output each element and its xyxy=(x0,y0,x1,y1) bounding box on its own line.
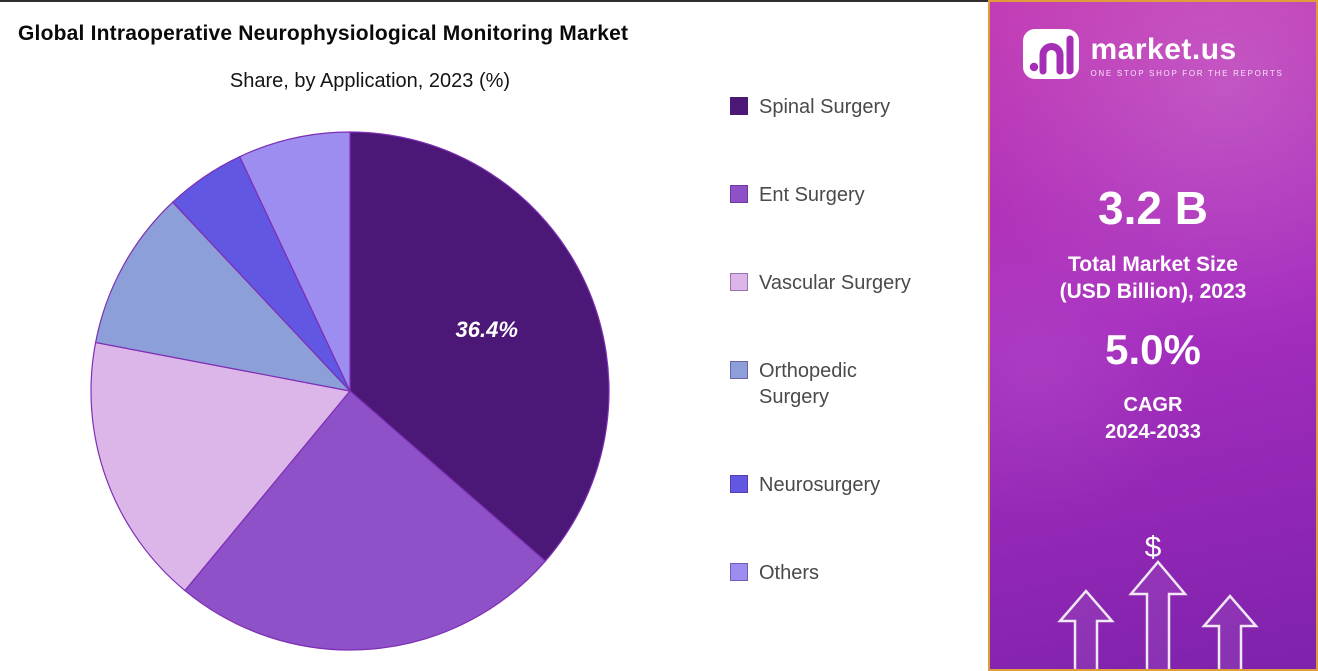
legend-label: Orthopedic Surgery xyxy=(759,360,857,408)
legend-label: Others xyxy=(759,562,820,584)
up-arrow-icon xyxy=(1128,560,1188,669)
brand-name: market.us xyxy=(1090,33,1237,66)
cagr-value: 5.0% xyxy=(1105,325,1201,373)
legend-item-neurosurgery: Neurosurgery xyxy=(730,472,931,498)
cagr-label-line1: CAGR xyxy=(1123,393,1183,416)
pie-slice-spinal-surgery xyxy=(349,131,610,562)
legend-swatch xyxy=(730,475,748,493)
dollar-symbol: $ xyxy=(1144,531,1162,564)
pie-slice-others xyxy=(238,131,351,392)
brand-tagline: ONE STOP SHOP FOR THE REPORTS xyxy=(1090,69,1284,78)
pie-slice-vascular-surgery xyxy=(90,341,352,592)
pie-data-label: 36.4% xyxy=(456,317,518,342)
legend-label: Neurosurgery xyxy=(759,474,881,496)
legend-item-ent-surgery: Ent Surgery xyxy=(730,182,931,208)
pie-slice-ent-surgery xyxy=(184,390,547,651)
sidebar-panel: market.us ONE STOP SHOP FOR THE REPORTS … xyxy=(988,0,1318,671)
growth-arrows xyxy=(1057,560,1259,669)
legend-label: Spinal Surgery xyxy=(759,96,891,118)
marketus-logo-icon xyxy=(1022,28,1080,85)
cagr-label-line2: 2024-2033 xyxy=(1105,420,1201,443)
pie-chart: 36.4% xyxy=(90,131,610,651)
market-size-value: 3.2 B xyxy=(1098,182,1208,234)
brand: market.us ONE STOP SHOP FOR THE REPORTS xyxy=(1022,28,1283,85)
market-size-label-line2: (USD Billion), 2023 xyxy=(1059,280,1247,304)
legend-swatch xyxy=(730,97,748,115)
legend-swatch xyxy=(730,273,748,291)
legend-item-orthopedic-surgery: Orthopedic Surgery xyxy=(730,358,931,410)
cagr-label: CAGR 2024-2033 xyxy=(1105,392,1201,446)
pie-slice-orthopedic-surgery xyxy=(94,201,352,392)
legend-swatch xyxy=(730,185,748,203)
legend-item-spinal-surgery: Spinal Surgery xyxy=(730,94,931,120)
legend-label: Ent Surgery xyxy=(759,184,865,206)
legend-swatch xyxy=(730,563,748,581)
chart-subtitle: Share, by Application, 2023 (%) xyxy=(229,70,511,92)
legend: Spinal Surgery Ent Surgery Vascular Surger… xyxy=(730,94,931,586)
chart-title: Global Intraoperative Neurophysiological… xyxy=(18,22,629,45)
legend-swatch xyxy=(730,361,748,379)
up-arrow-icon xyxy=(1057,589,1115,669)
up-arrow-icon xyxy=(1201,594,1259,669)
legend-item-others: Others xyxy=(730,560,931,586)
chart-panel: Global Intraoperative Neurophysiological… xyxy=(0,0,988,651)
legend-item-vascular-surgery: Vascular Surgery xyxy=(730,270,931,296)
legend-label: Vascular Surgery xyxy=(759,272,911,294)
market-size-label: Total Market Size (USD Billion), 2023 xyxy=(1060,251,1247,306)
market-size-label-line1: Total Market Size xyxy=(1067,253,1238,276)
